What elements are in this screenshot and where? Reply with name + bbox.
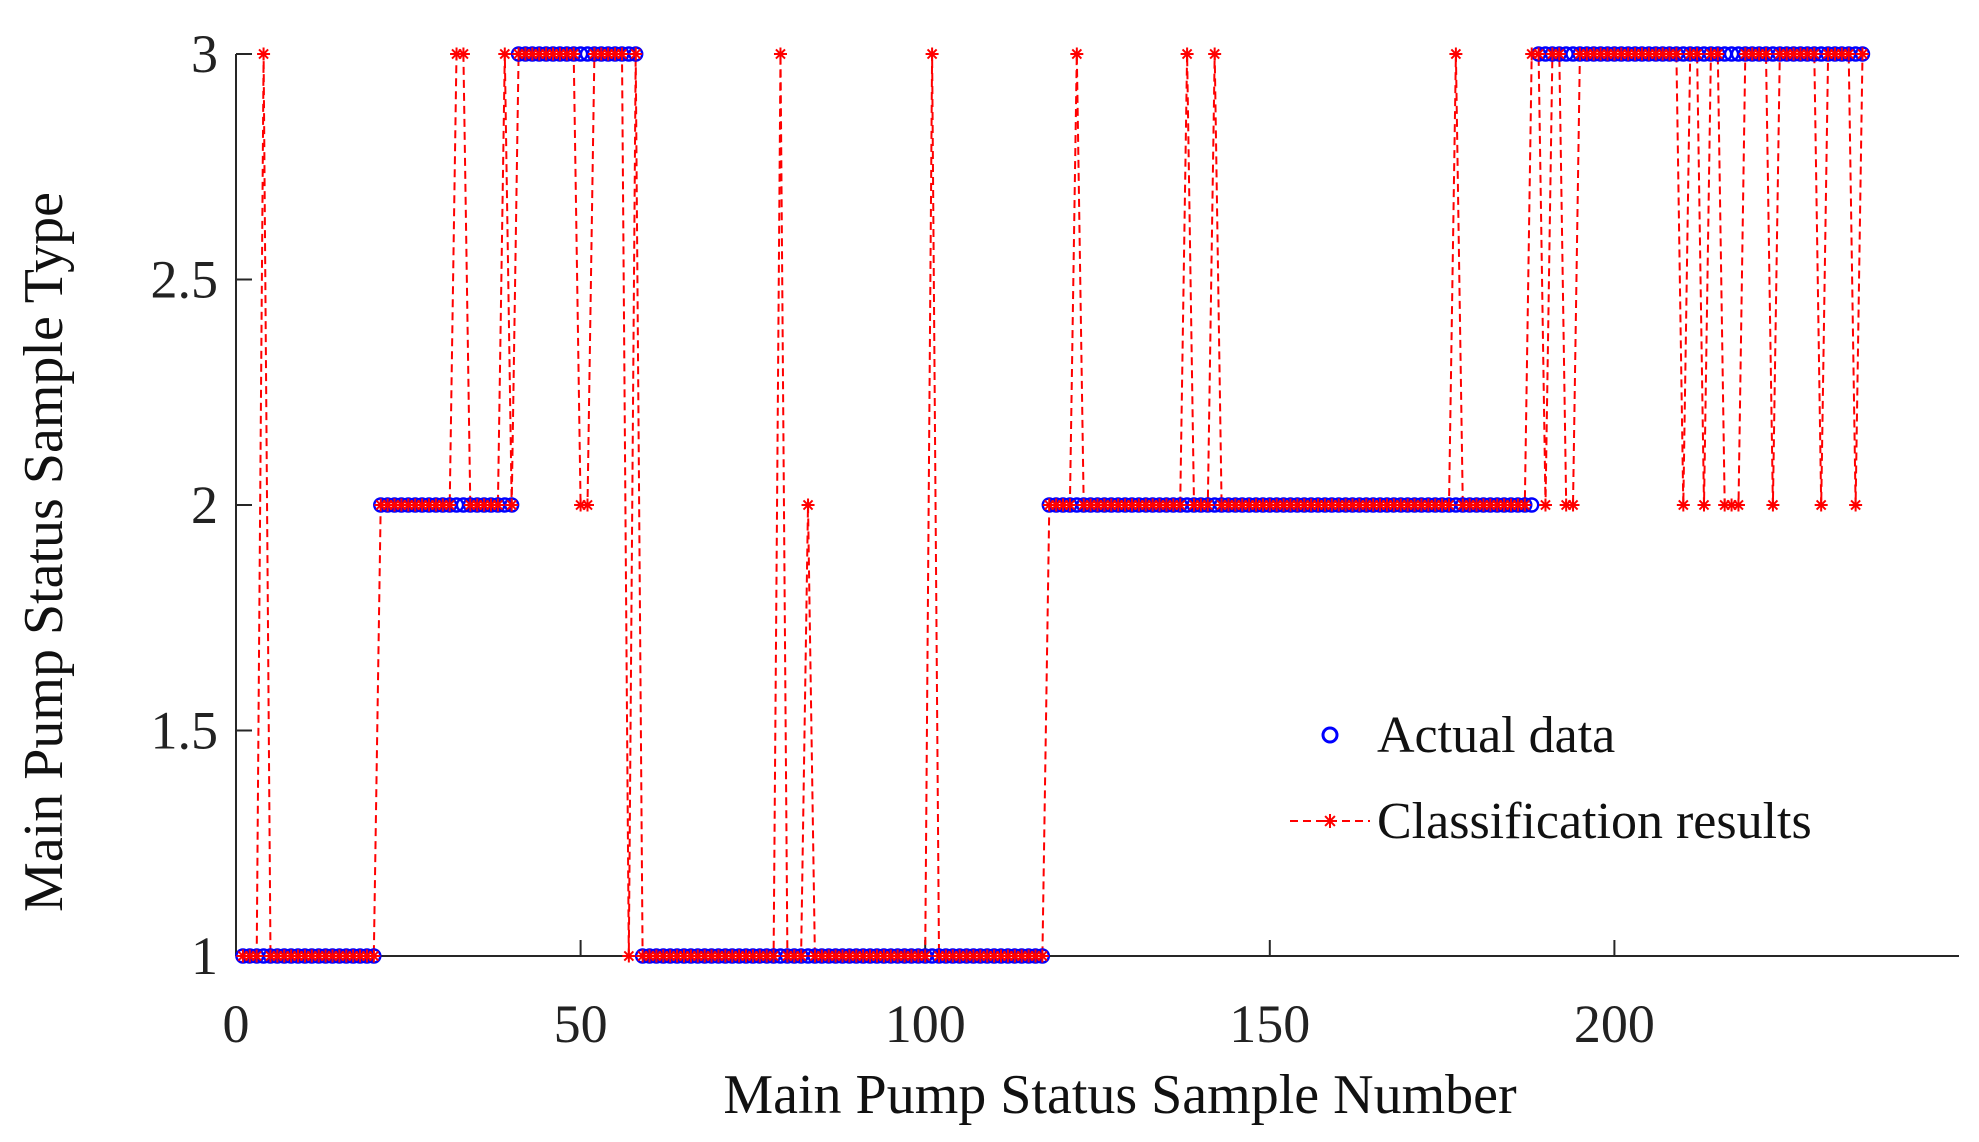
classification-point xyxy=(1731,498,1745,512)
classification-point xyxy=(773,47,787,61)
classification-point xyxy=(1180,47,1194,61)
classification-point xyxy=(1842,47,1856,61)
x-tick-label: 100 xyxy=(885,994,966,1054)
y-tick-label: 3 xyxy=(191,24,218,84)
classification-point xyxy=(456,47,470,61)
x-tick-label: 150 xyxy=(1229,994,1310,1054)
classification-point xyxy=(443,498,457,512)
legend-classification-label: Classification results xyxy=(1377,793,1812,850)
classification-point xyxy=(250,949,264,963)
tick-labels: 0 50 100 150 200 1 1.5 2 2.5 3 xyxy=(151,24,1655,1054)
classification-point xyxy=(1669,47,1683,61)
classification-point xyxy=(801,498,815,512)
classification-point xyxy=(1807,47,1821,61)
legend-actual-marker xyxy=(1321,726,1339,744)
classification-point xyxy=(1070,47,1084,61)
y-tick-label: 2.5 xyxy=(151,250,219,310)
classification-point xyxy=(794,949,808,963)
legend: Actual data Classification results xyxy=(1290,707,1812,850)
classification-point xyxy=(580,498,594,512)
classification-point xyxy=(1676,498,1690,512)
classification-point xyxy=(767,949,781,963)
classification-point xyxy=(498,47,512,61)
classification-point xyxy=(615,47,629,61)
classification-point xyxy=(567,47,581,61)
x-tick-label: 50 xyxy=(554,994,608,1054)
classification-point xyxy=(629,47,643,61)
y-tick-label: 2 xyxy=(191,475,218,535)
classification-point xyxy=(1759,47,1773,61)
classification-point xyxy=(1566,498,1580,512)
y-tick-label: 1.5 xyxy=(151,701,219,761)
classification-point xyxy=(1518,498,1532,512)
classification-point xyxy=(1532,47,1546,61)
classification-point xyxy=(1035,949,1049,963)
y-axis-title: Main Pump Status Sample Type xyxy=(13,192,75,912)
classification-point xyxy=(925,47,939,61)
classification-point xyxy=(1856,47,1870,61)
classification-point xyxy=(1511,498,1525,512)
y-tick-label: 1 xyxy=(191,926,218,986)
classification-point xyxy=(622,949,636,963)
actual-data-series xyxy=(235,46,1871,964)
classification-point xyxy=(1711,47,1725,61)
x-tick-label: 200 xyxy=(1574,994,1655,1054)
legend-classification-marker xyxy=(1323,814,1337,828)
x-tick-label: 0 xyxy=(223,994,250,1054)
classification-point xyxy=(257,47,271,61)
classification-point xyxy=(1442,498,1456,512)
classification-point xyxy=(1690,47,1704,61)
classification-point xyxy=(1538,498,1552,512)
classification-point xyxy=(1849,498,1863,512)
classification-point xyxy=(367,949,381,963)
classification-point xyxy=(1235,498,1249,512)
classification-point xyxy=(1697,498,1711,512)
classification-point xyxy=(1814,498,1828,512)
x-axis-title: Main Pump Status Sample Number xyxy=(723,1064,1517,1126)
axes xyxy=(235,53,1959,957)
classification-point xyxy=(1552,47,1566,61)
classification-point xyxy=(1766,498,1780,512)
legend-actual-label: Actual data xyxy=(1377,707,1615,764)
classification-point xyxy=(505,498,519,512)
classification-point xyxy=(918,949,932,963)
classification-point xyxy=(491,498,505,512)
classification-point xyxy=(1449,47,1463,61)
classification-point xyxy=(1173,498,1187,512)
classification-point xyxy=(1208,47,1222,61)
classification-point xyxy=(1201,498,1215,512)
classification-point xyxy=(1063,498,1077,512)
